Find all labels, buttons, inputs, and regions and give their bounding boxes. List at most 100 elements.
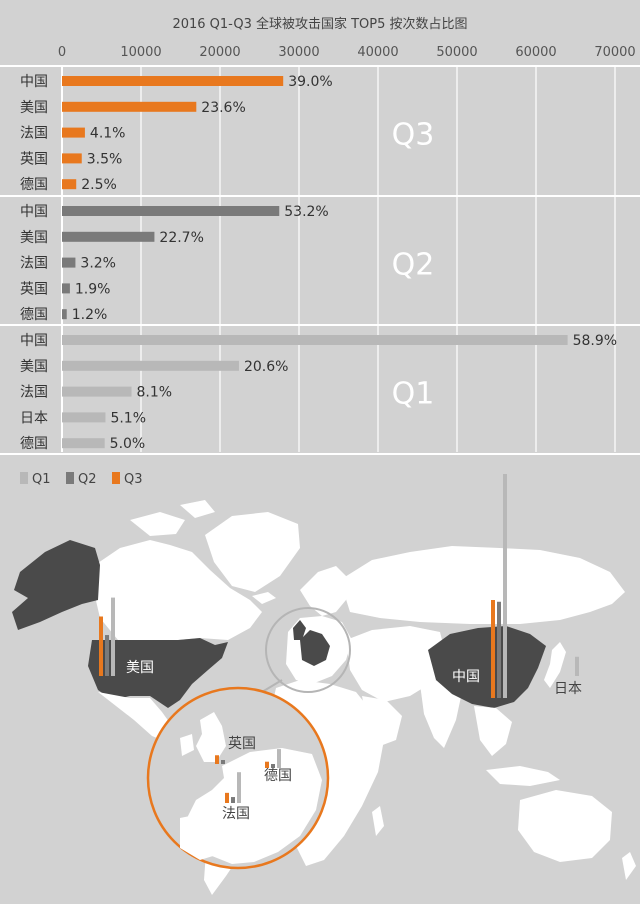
bar-q1 (62, 412, 106, 423)
map-bar-q1 (277, 749, 281, 768)
map-label-japan: 日本 (554, 681, 582, 697)
map-bar-q2 (221, 760, 225, 764)
category-label: 德国 (20, 307, 48, 323)
panel-q1: 中国 58.9% 美国 20.6% 法国 8.1% 日本 5.1% 德国 5.0% Q1 (0, 324, 640, 452)
data-label: 1.2% (72, 307, 108, 323)
bar-q2 (62, 206, 280, 216)
data-label: 1.9% (75, 281, 111, 297)
alaska-shape (12, 540, 100, 630)
bar-q1 (62, 438, 105, 449)
western-europe-dark-shape (300, 630, 330, 666)
panel-q3: 中国 39.0% 美国 23.6% 法国 4.1% 英国 3.5% 德国 2.5% Q3 (0, 65, 640, 193)
panel-q2: 中国 53.2% 美国 22.7% 法国 3.2% 英国 1.9% 德国 1.2% Q2 (0, 195, 640, 323)
data-label: 8.1% (137, 385, 173, 401)
russia-shape (340, 546, 625, 624)
map-bar-q2 (231, 797, 235, 803)
bar-q3 (62, 127, 85, 138)
data-label: 5.1% (110, 410, 146, 426)
map-label-usa: 美国 (126, 660, 154, 676)
bar-q2 (62, 257, 76, 268)
data-label: 39.0% (288, 74, 332, 90)
inset-spain-shape (180, 812, 230, 860)
scandinavia-shape (300, 566, 350, 616)
indonesia-shape (486, 766, 560, 786)
map-bar-q2 (105, 635, 109, 676)
category-label: 中国 (20, 204, 48, 220)
x-tick-label: 20000 (199, 45, 240, 60)
map-bar-q2 (271, 764, 275, 768)
world-map (0, 497, 640, 900)
data-label: 2.5% (81, 177, 117, 193)
inset-ireland-shape (180, 734, 194, 756)
axis-ticks: 0 10000 20000 30000 40000 50000 60000 70000 (58, 45, 636, 60)
legend-label-q1: Q1 (32, 472, 51, 487)
category-label: 法国 (20, 385, 48, 401)
data-label: 53.2% (284, 204, 328, 220)
data-label: 4.1% (90, 126, 126, 142)
madagascar-shape (372, 806, 384, 836)
map-bar-q1 (503, 474, 507, 698)
category-label: 德国 (20, 177, 48, 193)
bar-q1 (62, 335, 568, 345)
arctic-islands-shape (130, 500, 215, 536)
category-label: 日本 (20, 410, 48, 426)
map-bars (99, 474, 579, 803)
map-bar-q2 (497, 601, 501, 698)
europe-zoom-circle-small (265, 607, 351, 693)
category-label: 中国 (20, 74, 48, 90)
inset-uk-shape (196, 712, 226, 762)
map-bar-q3 (265, 761, 269, 768)
usa-shape (88, 638, 228, 708)
data-label: 3.5% (87, 151, 123, 167)
data-label: 20.6% (244, 359, 288, 375)
category-label: 德国 (20, 436, 48, 452)
map-bar-q3 (99, 616, 103, 676)
category-label: 法国 (20, 126, 48, 142)
category-label: 美国 (20, 100, 48, 116)
map-label-china: 中国 (452, 669, 480, 685)
southeast-asia-shape (474, 706, 512, 756)
quarter-label: Q2 (392, 248, 435, 283)
x-tick-label: 30000 (278, 45, 319, 60)
bar-q1 (62, 386, 132, 397)
bar-q2 (62, 231, 155, 242)
legend-label-q3: Q3 (124, 472, 143, 487)
map-bar-q1 (111, 597, 115, 676)
x-tick-label: 40000 (357, 45, 398, 60)
bar-q3 (62, 179, 77, 190)
central-asia-shape (346, 626, 446, 702)
category-label: 英国 (20, 280, 48, 297)
legend-swatch-q1 (20, 472, 28, 484)
greenland-shape (205, 512, 300, 592)
data-label: 23.6% (201, 100, 245, 116)
quarter-label: Q3 (392, 118, 435, 153)
legend: Q1 Q2 Q3 (20, 472, 143, 487)
panels: 中国 39.0% 美国 23.6% 法国 4.1% 英国 3.5% 德国 2.5% Q3 中国 53.2… (0, 65, 640, 455)
map-bar-q3 (225, 792, 229, 803)
map-label-uk: 英国 (228, 735, 256, 752)
map-bar-q3 (215, 755, 219, 764)
map-bar-q1 (575, 656, 579, 676)
legend-label-q2: Q2 (78, 472, 97, 487)
x-tick-label: 10000 (120, 45, 161, 60)
bar-q3 (62, 153, 82, 164)
category-label: 法国 (20, 256, 48, 272)
chart-title: 2016 Q1-Q3 全球被攻击国家 TOP5 按次数占比图 (172, 16, 467, 32)
china-shape (428, 626, 546, 708)
canada-shape (94, 540, 262, 640)
legend-swatch-q2 (66, 472, 74, 484)
map-bar-q1 (237, 772, 241, 803)
arabia-shape (362, 696, 402, 746)
quarter-label: Q1 (392, 377, 435, 412)
data-label: 58.9% (573, 333, 617, 349)
legend-swatch-q3 (112, 472, 120, 484)
category-label: 英国 (20, 150, 48, 167)
category-label: 美国 (20, 359, 48, 375)
category-label: 美国 (20, 230, 48, 246)
map-bar-q3 (491, 600, 495, 698)
japan-shape (544, 642, 566, 688)
map-label-france: 法国 (222, 806, 250, 822)
data-label: 3.2% (80, 256, 116, 272)
